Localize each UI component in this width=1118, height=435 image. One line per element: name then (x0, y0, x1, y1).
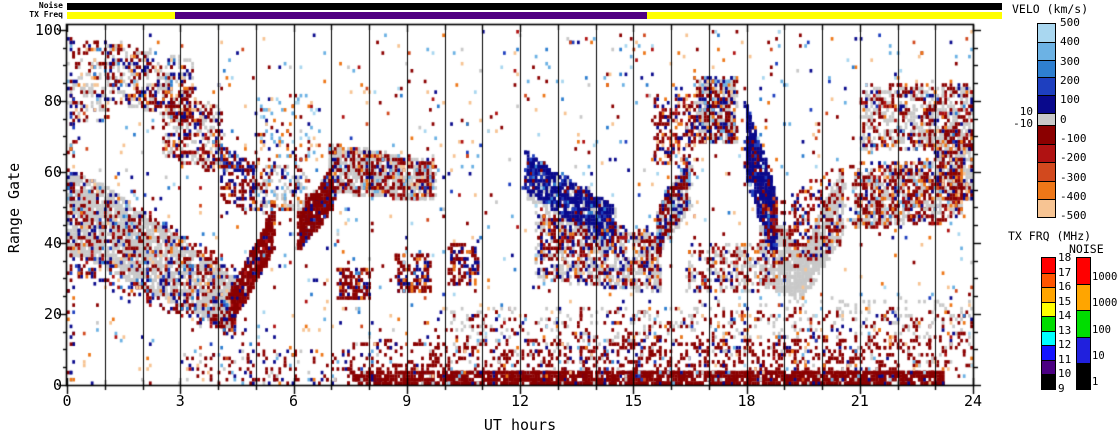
y-tick-label: 0 (52, 376, 62, 394)
colorbar-tick-label: 100 (1060, 93, 1080, 107)
colorbar-tick-label: 10 (1092, 349, 1105, 362)
txfrq-colorbar (1041, 257, 1056, 390)
colorbar-segment (1042, 345, 1055, 360)
txfreq-indicator-strip (0, 12, 1118, 19)
colorbar-tick-label: 10 (1058, 367, 1072, 381)
colorbar-segment (1042, 272, 1055, 288)
colorbar-segment (1077, 258, 1090, 285)
y-tick-label: 80 (43, 91, 62, 110)
noise-indicator-strip (0, 3, 1118, 10)
colorbar-tick-label: 1000 (1092, 297, 1118, 310)
colorbar-tick-label: 1 (1092, 376, 1099, 388)
colorbar-segment (1042, 301, 1055, 317)
x-tick-label: 21 (850, 392, 869, 410)
colorbar-tick-label: 400 (1060, 35, 1080, 49)
colorbar-segment (1038, 59, 1055, 78)
colorbar-segment (1038, 41, 1055, 60)
colorbar-tick-label: 18 (1058, 251, 1072, 264)
colorbar-segment (1077, 362, 1090, 389)
strip-segment (174, 12, 647, 19)
colorbar-tick-label: -100 (1060, 132, 1087, 146)
strip-segment (646, 12, 1003, 19)
colorbar-tick-label: -200 (1060, 151, 1087, 165)
x-tick-label: 12 (510, 392, 530, 410)
colorbar-segment (1038, 162, 1055, 181)
colorbar-tick-label: -300 (1060, 170, 1087, 184)
noise-strip-label: Noise (38, 1, 63, 10)
colorbar-segment (1038, 77, 1055, 96)
velo-colorbar (1037, 23, 1056, 219)
colorbar-segment (1077, 310, 1090, 337)
colorbar-segment (1042, 258, 1055, 273)
x-tick-label: 15 (624, 392, 643, 410)
colorbar-tick-label: 13 (1058, 323, 1072, 337)
strip-segment (67, 3, 1003, 10)
x-tick-label: 0 (62, 392, 72, 410)
noise-colorbar-title: NOISE (1069, 242, 1104, 256)
colorbar-tick-label: 100 (1092, 323, 1111, 336)
colorbar-tick-label: 12 (1058, 338, 1072, 352)
colorbar-segment (1038, 125, 1055, 144)
y-tick-label: 40 (43, 233, 62, 252)
velo-colorbar-title: VELO (km/s) (1012, 2, 1089, 16)
y-tick-label: 60 (43, 162, 62, 181)
x-tick-label: 6 (288, 392, 299, 410)
colorbar-tick-label: 11 (1058, 352, 1072, 366)
colorbar-segment (1038, 198, 1055, 218)
y-tick-label: 20 (43, 304, 62, 323)
colorbar-segment (1038, 180, 1055, 199)
colorbar-segment (1038, 143, 1055, 163)
colorbar-tick-label: 16 (1058, 280, 1072, 294)
colorbar-tick-label: 15 (1058, 294, 1072, 308)
colorbar-segment (1042, 287, 1055, 302)
colorbar-tick-label: 300 (1060, 54, 1080, 68)
colorbar-tick-label: 0 (1060, 112, 1067, 126)
strip-segment (67, 12, 175, 19)
y-tick-label: 100 (34, 20, 62, 39)
colorbar-tick-label: -10 (1013, 117, 1033, 131)
noise-colorbar (1076, 257, 1091, 390)
txfreq-strip-label: TX Freq (29, 10, 63, 19)
colorbar-tick-label: -400 (1060, 190, 1087, 204)
colorbar-tick-label: 200 (1060, 74, 1080, 88)
colorbar-segment (1042, 316, 1055, 331)
colorbar-segment (1077, 336, 1090, 363)
txfrq-colorbar-title: TX FRQ (MHz) (1008, 229, 1092, 243)
colorbar-tick-label: 17 (1058, 265, 1072, 279)
colorbar-segment (1038, 112, 1055, 126)
colorbar-segment (1042, 330, 1055, 346)
colorbar-tick-label: 9 (1058, 381, 1065, 395)
colorbar-segment (1042, 359, 1055, 375)
x-axis-title: UT hours (483, 416, 557, 434)
colorbar-segment (1077, 284, 1090, 311)
colorbar-segment (1042, 374, 1055, 389)
colorbar-tick-label: 500 (1060, 16, 1080, 29)
x-tick-label: 18 (737, 392, 756, 410)
colorbar-tick-label: 10 (1019, 105, 1033, 118)
x-tick-label: 24 (963, 392, 983, 410)
x-tick-label: 9 (402, 392, 412, 410)
colorbar-segment (1038, 24, 1055, 42)
x-tick-label: 3 (175, 392, 185, 410)
colorbar-tick-label: -500 (1060, 209, 1087, 223)
colorbar-tick-label: 14 (1058, 309, 1072, 323)
colorbar-tick-label: 10000 (1092, 271, 1118, 284)
colorbar-segment (1038, 95, 1055, 113)
